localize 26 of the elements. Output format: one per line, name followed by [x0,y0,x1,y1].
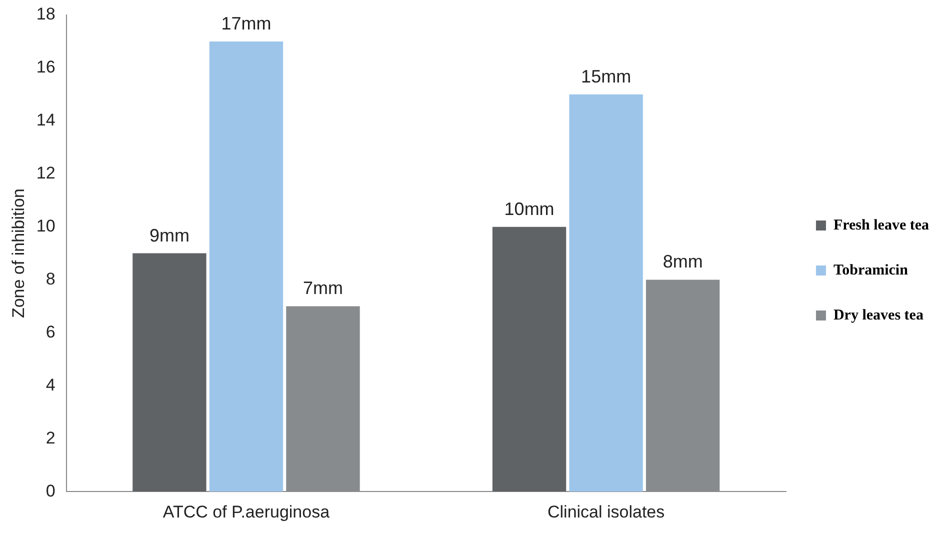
y-tick-label: 6 [46,322,56,342]
y-tick-label: 2 [46,428,56,448]
data-label: 7mm [302,278,343,298]
y-axis-title: Zone of inhibition [8,188,28,318]
data-label: 10mm [504,198,554,219]
data-label: 15mm [581,66,632,86]
x-tick-label: Clinical isolates [547,502,665,522]
bar [209,41,284,492]
data-label: 17mm [221,13,272,34]
data-label: 8mm [662,252,703,272]
data-label: 9mm [149,225,190,246]
y-tick-label: 0 [46,481,56,500]
legend-label: Tobramicin [833,262,909,278]
bar [569,94,643,492]
y-tick-label: 16 [36,58,56,77]
x-tick-label: ATCC of P.aeruginosa [162,502,330,522]
y-tick-label: 14 [36,110,56,130]
y-tick-label: 4 [46,375,56,394]
legend-label: Fresh leave tea [833,217,930,234]
bar [132,253,206,492]
bar [492,226,566,492]
y-tick-label: 12 [36,164,56,183]
legend-label: Dry leaves tea [833,307,924,324]
y-tick-label: 8 [46,269,56,288]
y-tick-label: 10 [36,216,56,236]
y-tick-label: 18 [36,4,56,24]
